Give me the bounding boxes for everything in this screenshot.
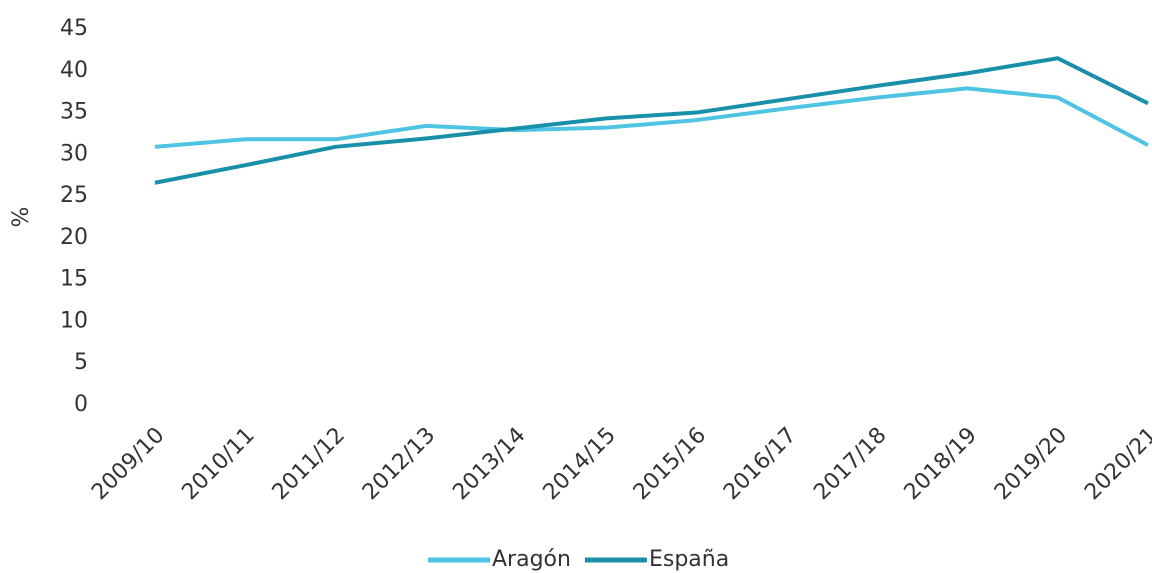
x-tick-label: 2019/20: [990, 423, 1072, 505]
y-tick-label: 40: [60, 58, 88, 83]
x-tick-label: 2016/17: [719, 423, 801, 505]
x-tick-label: 2018/19: [900, 423, 982, 505]
line-series: [154, 56, 1149, 185]
y-tick-label: 5: [74, 350, 88, 375]
y-axis-label: %: [9, 207, 34, 228]
y-tick-label: 0: [74, 392, 88, 417]
x-tick-label: 2015/16: [629, 423, 711, 505]
legend-label: España: [649, 547, 729, 572]
x-tick-label: 2020/21: [1080, 423, 1152, 505]
y-tick-label: 20: [60, 225, 88, 250]
y-tick-label: 15: [60, 267, 88, 292]
y-tick-label: 25: [60, 183, 88, 208]
x-tick-label: 2012/13: [358, 423, 440, 505]
x-tick-label: 2010/11: [177, 423, 259, 505]
y-tick-label: 30: [60, 141, 88, 166]
x-tick-label: 2011/12: [268, 423, 350, 505]
legend-label: Aragón: [492, 547, 571, 572]
x-tick-label: 2013/14: [448, 423, 530, 505]
y-tick-label: 10: [60, 308, 88, 333]
x-tick-label: 2009/10: [87, 423, 169, 505]
x-tick-label: 2017/18: [809, 423, 891, 505]
line-series: [154, 86, 1149, 149]
y-tick-label: 45: [60, 16, 88, 41]
x-tick-label: 2014/15: [539, 423, 621, 505]
y-tick-label: 35: [60, 100, 88, 125]
